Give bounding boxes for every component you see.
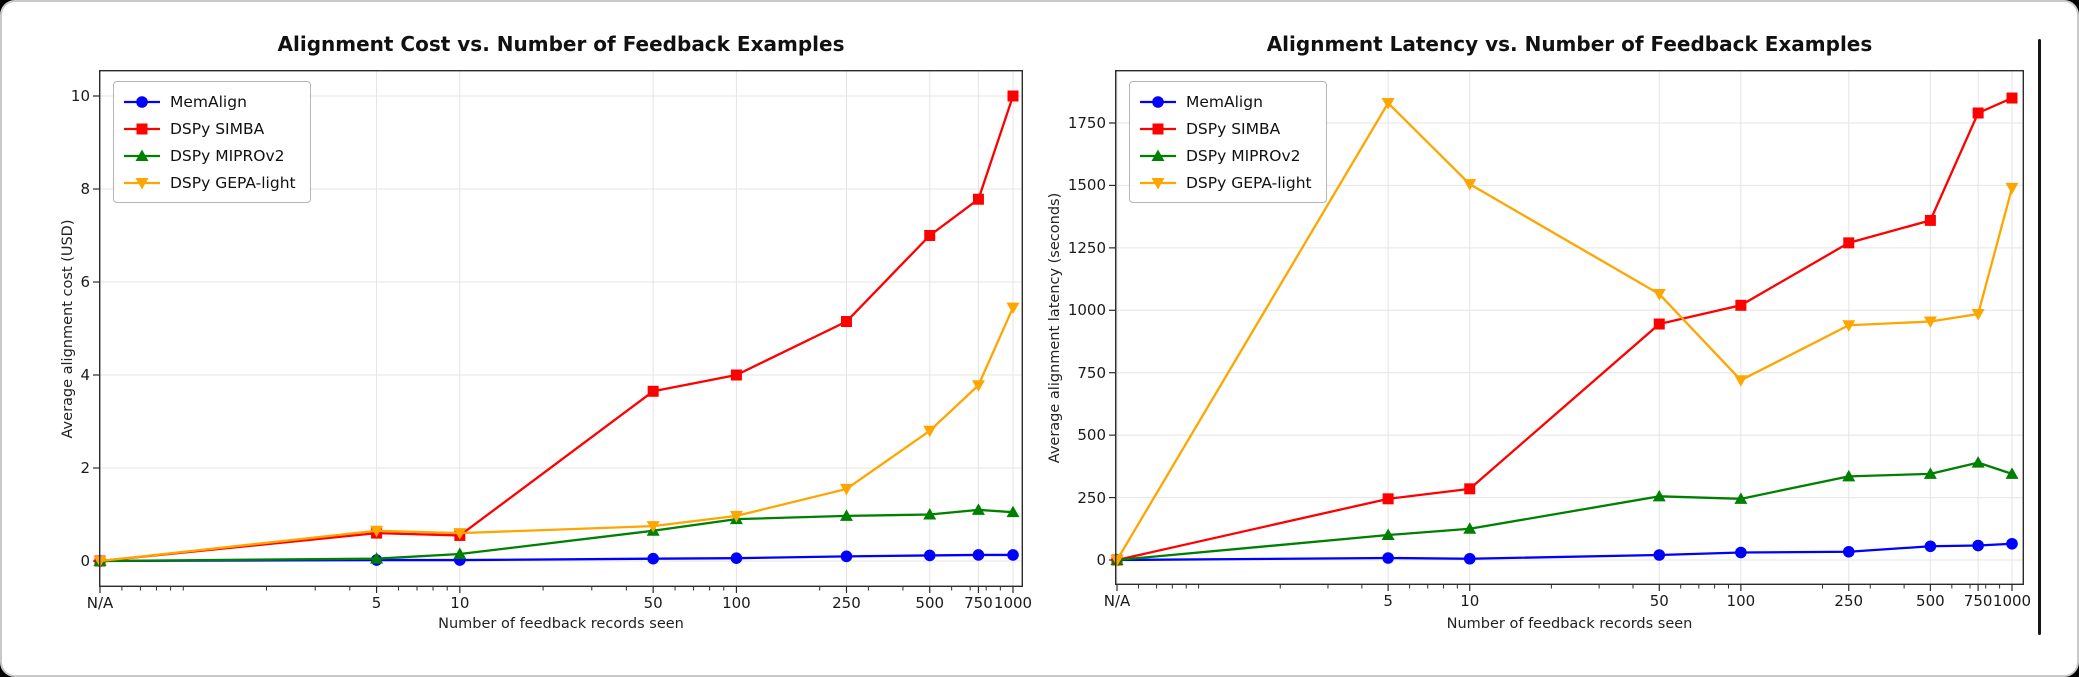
legend-square-icon xyxy=(124,123,160,134)
x-axis-label: Number of feedback records seen xyxy=(1446,616,1693,632)
legend-circle-icon xyxy=(124,95,160,108)
x-tick-label: 500 xyxy=(1916,592,1945,610)
legend-item: MemAlign xyxy=(1139,88,1312,115)
y-tick-label: 0 xyxy=(1096,551,1106,569)
x-tick-label: 5 xyxy=(1383,592,1393,610)
legend-item: MemAlign xyxy=(123,88,296,115)
chart-title: Alignment Latency vs. Number of Feedback… xyxy=(1266,32,1873,56)
legend-label: DSPy MIPROv2 xyxy=(1186,146,1301,165)
x-tick-label: 10 xyxy=(450,594,470,612)
legend-label: DSPy MIPROv2 xyxy=(170,146,285,165)
y-tick-label: 250 xyxy=(1077,488,1106,507)
y-tick-label: 6 xyxy=(80,273,90,291)
series-memalign xyxy=(1111,537,2018,566)
x-tick-label: 250 xyxy=(832,594,861,612)
legend-triangle-up-icon xyxy=(1140,149,1176,161)
x-tick-label: 100 xyxy=(1726,592,1756,610)
x-tick-label: 250 xyxy=(1834,592,1864,610)
y-tick-label: 500 xyxy=(1077,426,1106,445)
x-tick-label: 750 xyxy=(964,594,993,612)
x-tick-label: 100 xyxy=(722,594,751,612)
y-tick-label: 1750 xyxy=(1067,114,1106,132)
y-axis-label: Average alignment latency (seconds) xyxy=(1047,192,1063,463)
legend-label: MemAlign xyxy=(1186,92,1263,111)
legend-item: DSPy MIPROv2 xyxy=(1139,142,1312,169)
series-dspy-gepa-light xyxy=(1110,98,2019,567)
x-tick-label: 10 xyxy=(1460,592,1480,610)
x-tick-label: N/A xyxy=(86,594,114,612)
x-tick-label: 1000 xyxy=(993,594,1033,612)
x-tick-label: 750 xyxy=(1963,592,1993,610)
x-tick-label: 5 xyxy=(371,594,382,612)
x-tick-label: N/A xyxy=(1103,592,1131,610)
legend: MemAlign DSPy SIMBA DSPy MIPROv2 DSPy GEPA-… xyxy=(1129,81,1327,203)
legend-label: DSPy GEPA-light xyxy=(1186,173,1312,192)
series-dspy-miprov2 xyxy=(1110,456,2019,565)
legend-square-icon xyxy=(1140,123,1176,134)
y-tick-label: 2 xyxy=(80,459,90,477)
y-tick-label: 0 xyxy=(80,552,90,570)
legend-item: DSPy SIMBA xyxy=(123,115,296,142)
legend-item: DSPy GEPA-light xyxy=(123,169,296,196)
y-tick-label: 1250 xyxy=(1067,238,1106,257)
legend-label: DSPy GEPA-light xyxy=(170,173,296,192)
legend-triangle-up-icon xyxy=(124,149,160,161)
legend-triangle-down-icon xyxy=(1140,177,1176,189)
y-tick-label: 10 xyxy=(70,87,90,105)
legend-item: DSPy SIMBA xyxy=(1139,115,1312,142)
legend-item: DSPy GEPA-light xyxy=(1139,169,1312,196)
legend-item: DSPy MIPROv2 xyxy=(123,142,296,169)
plot-area xyxy=(1109,69,2024,591)
chart-title: Alignment Cost vs. Number of Feedback Ex… xyxy=(277,32,845,56)
x-tick-label: 50 xyxy=(643,594,663,612)
y-tick-label: 4 xyxy=(80,366,90,384)
legend-triangle-down-icon xyxy=(124,177,160,189)
legend-label: DSPy SIMBA xyxy=(170,119,265,138)
legend-circle-icon xyxy=(1140,95,1176,108)
y-tick-label: 8 xyxy=(80,180,90,198)
legend: MemAlign DSPy SIMBA DSPy MIPROv2 DSPy GEPA-… xyxy=(113,81,311,203)
x-tick-label: 1000 xyxy=(1992,592,2032,610)
scrollbar-thumb[interactable] xyxy=(2038,39,2041,635)
x-axis-label: Number of feedback records seen xyxy=(438,616,684,632)
y-tick-label: 1000 xyxy=(1067,301,1106,320)
plot-area xyxy=(93,69,1023,593)
x-tick-label: 50 xyxy=(1649,592,1669,610)
y-tick-label: 1500 xyxy=(1067,176,1106,195)
y-tick-label: 750 xyxy=(1077,363,1106,382)
legend-label: MemAlign xyxy=(170,92,247,111)
x-tick-label: 500 xyxy=(915,594,945,612)
legend-label: DSPy SIMBA xyxy=(1186,119,1281,138)
